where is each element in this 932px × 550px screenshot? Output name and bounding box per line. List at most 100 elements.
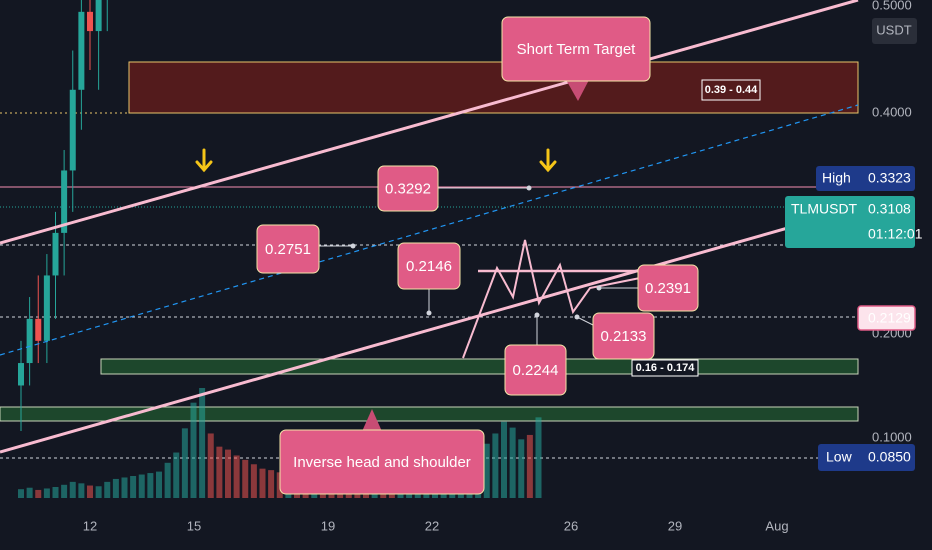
level-badge-value: 0.2129 [868, 310, 911, 326]
y-tick-label: 0.5000 [872, 0, 912, 12]
currency-label: USDT [876, 22, 911, 37]
ihs-callout-pointer [360, 409, 384, 436]
volume-bar [526, 434, 533, 498]
price-0-2751-label: 0.2751 [265, 241, 311, 258]
price-0-2133-label-box [592, 312, 655, 360]
price-0-2751-label-box [256, 224, 320, 274]
volume-bar [173, 452, 180, 498]
candle-body [78, 11, 85, 90]
candle-body [18, 363, 24, 386]
pattern-zigzag [462, 239, 641, 359]
volume-bar [18, 489, 24, 498]
volume-bar [225, 449, 231, 498]
volume-bar [518, 439, 525, 498]
x-tick-label: Aug [765, 518, 788, 533]
price-0-2244-label: 0.2244 [513, 362, 559, 379]
price-0-2391-label-box [637, 264, 699, 312]
volume-bar [95, 486, 102, 498]
volume-bar [104, 481, 111, 498]
price-0-2146-label: 0.2146 [406, 258, 452, 275]
volume-bar [535, 417, 542, 498]
currency-badge [872, 18, 917, 44]
time-axis-bg [0, 515, 932, 550]
price-0-2391-label: 0.2391 [645, 280, 691, 297]
x-tick-label: 29 [668, 518, 682, 533]
volume-bar [483, 443, 490, 498]
candle-body [61, 170, 68, 233]
candle-body [52, 232, 59, 276]
volume-bar [112, 478, 119, 498]
level-badge [857, 305, 916, 331]
short-term-target-label-box [501, 16, 651, 82]
price-0-2146-label-dot [426, 310, 432, 316]
low-badge-value: 0.0850 [868, 449, 911, 465]
price-0-2751-label-dot [350, 243, 356, 249]
price-0-2146-label-box [397, 242, 461, 290]
target-callout-pointer [565, 78, 590, 101]
price-0-2133-label-dot [574, 314, 580, 320]
volume-bar [492, 433, 499, 498]
x-tick-label: 26 [564, 518, 578, 533]
inverse-head-shoulder-label-box [279, 429, 485, 495]
price-0-3292-label: 0.3292 [385, 180, 431, 197]
inverse-head-shoulder-label: Inverse head and shoulder [293, 454, 471, 471]
price-0-2391-label-dot [596, 285, 602, 291]
volume-bar [52, 487, 59, 498]
candle-body [26, 318, 33, 364]
lower-channel-line [0, 206, 859, 454]
candle-body [69, 89, 76, 171]
lower-support-zone [0, 406, 859, 422]
high-badge [816, 166, 915, 191]
y-tick-label: 0.4000 [872, 104, 912, 119]
volume-bar [190, 402, 197, 498]
volume-bar [250, 464, 257, 498]
high-badge-label: High [822, 170, 851, 186]
volume-bar [216, 446, 223, 498]
volume-bar [35, 489, 42, 498]
candle-body [95, 0, 102, 32]
y-tick-label: 0.1000 [872, 429, 912, 444]
volume-bar [242, 459, 249, 498]
upper-channel-line [0, 0, 859, 245]
short-term-target-label: Short Term Target [517, 41, 636, 58]
volume-bar [164, 462, 171, 498]
low-badge-label: Low [826, 449, 853, 465]
volume-bar [501, 421, 507, 498]
volume-bar [268, 470, 275, 498]
volume-bar [233, 455, 240, 498]
down-arrow-icon [539, 148, 557, 173]
low-badge [818, 444, 915, 471]
price-0-2133-label-connector [576, 316, 594, 326]
volume-bar [61, 484, 68, 498]
volume-bar [130, 476, 137, 498]
mid-channel-line [0, 104, 859, 356]
volume-bar [199, 388, 206, 498]
high-badge-value: 0.3323 [868, 170, 911, 186]
support-zone-label-box [631, 359, 699, 377]
volume-bar [207, 433, 214, 498]
target-zone-label: 0.39 - 0.44 [705, 84, 758, 96]
candle-body [43, 275, 50, 341]
current-price-badge [785, 196, 915, 248]
x-tick-label: 19 [321, 518, 335, 533]
volume-bar [147, 473, 154, 498]
down-arrow-icon [195, 148, 213, 173]
x-tick-label: 12 [83, 518, 97, 533]
symbol-badge-label: TLMUSDT [791, 201, 858, 217]
volume-bar [43, 488, 50, 498]
support-zone-label: 0.16 - 0.174 [636, 362, 696, 374]
volume-bar [138, 474, 145, 498]
price-0-3292-label-box [377, 165, 439, 212]
volume-bar [26, 487, 33, 498]
price-0-2244-label-box [504, 344, 567, 396]
candle-body [87, 11, 93, 32]
volume-bar [156, 471, 162, 498]
candle-body [35, 318, 42, 341]
countdown-timer: 01:12:01 [868, 226, 923, 242]
volume-bar [509, 427, 516, 498]
volume-bar [78, 483, 85, 498]
volume-bar [121, 477, 128, 498]
x-tick-label: 22 [425, 518, 439, 533]
